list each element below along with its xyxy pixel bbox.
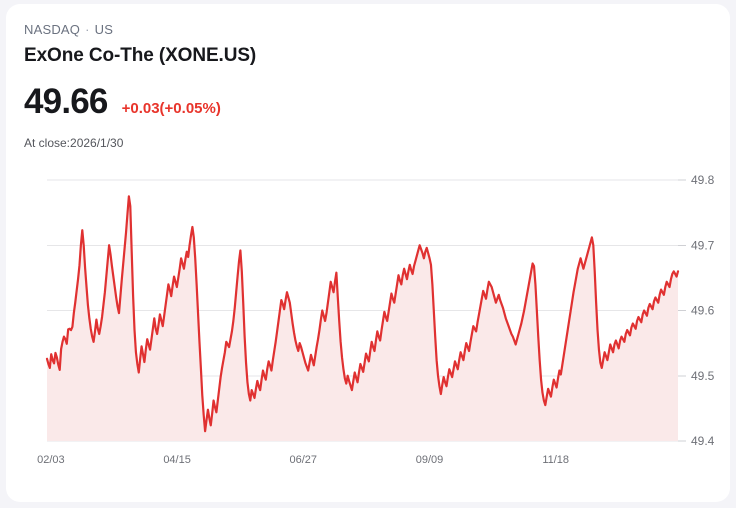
- close-note: At close:2026/1/30: [24, 136, 124, 150]
- exchange-row: NASDAQ · US: [24, 22, 256, 37]
- quote-header: NASDAQ · US ExOne Co-The (XONE.US) 49.66 +…: [24, 22, 256, 150]
- chart-ticks: [678, 179, 686, 442]
- price-area-fill: [47, 196, 678, 441]
- instrument-name: ExOne Co-The (XONE.US): [24, 45, 257, 66]
- exchange-label: NASDAQ: [24, 22, 81, 37]
- last-price: 49.66: [24, 82, 108, 121]
- x-axis-tick-label: 04/15: [163, 454, 191, 466]
- x-axis-tick-label: 09/09: [416, 454, 444, 466]
- y-axis-tick-label: 49.4: [691, 434, 715, 448]
- y-axis-tick-label: 49.7: [691, 238, 715, 252]
- y-axis-tick-label: 49.8: [691, 173, 715, 187]
- price-row: 49.66 +0.03(+0.05%): [24, 84, 256, 119]
- y-axis-tick-label: 49.6: [691, 304, 715, 318]
- region-label: US: [94, 22, 114, 37]
- exchange-separator: ·: [85, 22, 90, 37]
- quote-card: NASDAQ · US ExOne Co-The (XONE.US) 49.66 +…: [6, 4, 730, 502]
- price-chart-svg[interactable]: 49.8 49.7 49.6 49.5 49.4 02/03 04/15 06/27 09/0…: [6, 164, 730, 484]
- x-axis-tick-label: 06/27: [290, 454, 318, 466]
- price-line: [45, 195, 680, 433]
- x-axis-tick-label: 02/03: [37, 454, 65, 466]
- y-axis-tick-label: 49.5: [691, 369, 715, 383]
- y-axis-labels: 49.8 49.7 49.6 49.5 49.4: [691, 173, 715, 448]
- x-axis-tick-label: 11/18: [542, 454, 569, 466]
- price-change: +0.03(+0.05%): [121, 100, 221, 117]
- price-chart[interactable]: 49.8 49.7 49.6 49.5 49.4 02/03 04/15 06/27 09/0…: [6, 164, 730, 484]
- x-axis-labels: 02/03 04/15 06/27 09/09 11/18: [37, 454, 569, 466]
